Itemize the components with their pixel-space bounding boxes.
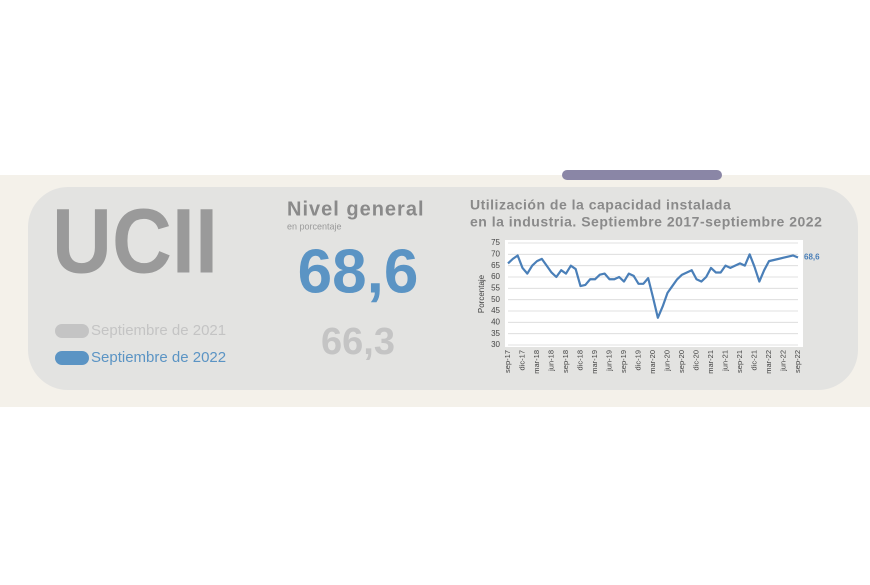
x-tick-label: mar-21 xyxy=(706,350,715,374)
level-subtitle: en porcentaje xyxy=(287,221,342,231)
x-tick-label: jun-20 xyxy=(662,350,671,372)
series-line xyxy=(507,253,799,319)
x-tick-label: dic-17 xyxy=(517,350,526,370)
x-tick-label: sep-21 xyxy=(735,350,744,373)
y-axis-label: Porcentaje xyxy=(477,274,486,313)
x-tick-label: sep-18 xyxy=(561,350,570,373)
legend-swatch xyxy=(55,324,89,338)
x-tick-label: mar-18 xyxy=(532,350,541,374)
x-tick-label: dic-19 xyxy=(633,350,642,370)
x-tick-label: dic-18 xyxy=(575,350,584,370)
x-tick-label: jun-22 xyxy=(778,350,787,372)
y-tick-label: 30 xyxy=(491,340,500,349)
x-tick-label: mar-20 xyxy=(648,350,657,374)
level-title: Nivel general xyxy=(287,198,425,220)
x-tick-label: mar-22 xyxy=(764,350,773,374)
y-tick-label: 60 xyxy=(491,272,500,281)
chart-title: Utilización de la capacidad instalada xyxy=(470,197,731,213)
y-tick-label: 50 xyxy=(491,295,500,304)
y-tick-label: 65 xyxy=(491,261,500,270)
x-tick-label: sep-20 xyxy=(677,350,686,373)
y-tick-label: 75 xyxy=(491,238,500,247)
y-tick-label: 70 xyxy=(491,249,500,258)
x-tick-label: mar-19 xyxy=(590,350,599,374)
y-tick-label: 55 xyxy=(491,283,500,292)
x-tick-label: dic-21 xyxy=(749,350,758,370)
legend-swatch xyxy=(55,351,89,365)
x-tick-label: jun-18 xyxy=(546,350,555,372)
chart-title: en la industria. Septiembre 2017-septiem… xyxy=(470,214,822,230)
x-tick-label: sep-22 xyxy=(793,350,802,373)
legend-label: Septiembre de 2022 xyxy=(91,349,226,366)
ucii-title: UCII xyxy=(52,190,218,292)
y-tick-label: 45 xyxy=(491,306,500,315)
previous-value: 66,3 xyxy=(321,321,395,363)
legend-label: Septiembre de 2021 xyxy=(91,322,226,339)
tab xyxy=(562,170,722,180)
x-tick-label: sep-19 xyxy=(619,350,628,373)
x-tick-label: jun-21 xyxy=(720,350,729,372)
plot-area xyxy=(505,240,803,347)
y-tick-label: 40 xyxy=(491,317,500,326)
x-tick-label: sep-17 xyxy=(503,350,512,373)
end-label: 68,6 xyxy=(804,253,820,262)
x-tick-label: jun-19 xyxy=(604,350,613,372)
y-tick-label: 35 xyxy=(491,329,500,338)
current-value: 68,6 xyxy=(298,237,419,306)
x-tick-label: dic-20 xyxy=(691,350,700,370)
